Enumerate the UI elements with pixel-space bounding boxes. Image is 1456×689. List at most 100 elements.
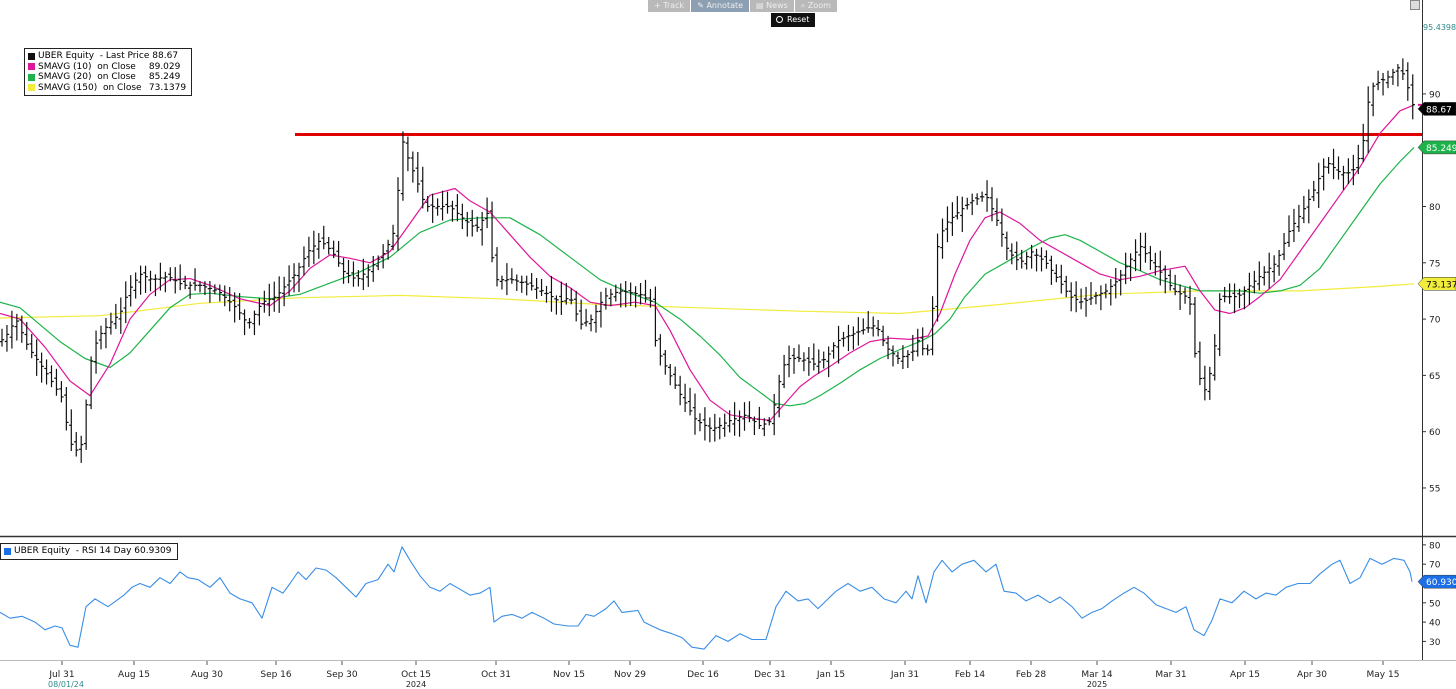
ohlc-bar bbox=[1207, 366, 1212, 400]
panel-corner-button[interactable] bbox=[1410, 0, 1420, 10]
ohlc-bar bbox=[871, 316, 876, 337]
ohlc-bar bbox=[1222, 286, 1227, 303]
ohlc-bar bbox=[366, 264, 371, 287]
ohlc-bar bbox=[767, 417, 772, 426]
ohlc-bar bbox=[1301, 195, 1307, 224]
ohlc-bar bbox=[465, 211, 470, 237]
ohlc-bar bbox=[1262, 266, 1267, 286]
ohlc-bar bbox=[1004, 231, 1010, 261]
legend-name: SMAVG (20) on Close bbox=[38, 72, 136, 82]
rsi-y-tick-label: 50 bbox=[1429, 599, 1441, 609]
ohlc-bar bbox=[1281, 233, 1287, 261]
ohlc-bar bbox=[1380, 72, 1386, 96]
ohlc-bar bbox=[1118, 269, 1123, 296]
legend-value: 89.029 bbox=[146, 61, 181, 72]
ohlc-bar bbox=[682, 383, 688, 413]
x-tick-label: Dec 31 bbox=[754, 670, 786, 680]
ohlc-bar bbox=[400, 131, 406, 201]
ohlc-bar bbox=[979, 191, 985, 202]
price-value-tag-label: 88.67 bbox=[1426, 105, 1452, 115]
ohlc-bar bbox=[405, 136, 411, 172]
ohlc-bar bbox=[653, 286, 658, 347]
ohlc-bar bbox=[380, 244, 386, 269]
ohlc-bars bbox=[0, 58, 1415, 463]
ohlc-bar bbox=[564, 282, 569, 305]
price-value-tag: 85.249 bbox=[1417, 140, 1456, 155]
price-value-tag: 88.67 bbox=[1417, 102, 1456, 116]
ohlc-bar bbox=[420, 166, 425, 209]
toolbar-button-label: News bbox=[766, 1, 788, 10]
ohlc-bar bbox=[1346, 158, 1351, 184]
ohlc-bar bbox=[1390, 68, 1396, 85]
ohlc-bar bbox=[336, 240, 341, 267]
ohlc-bar bbox=[707, 417, 713, 443]
x-tick-label: Mar 14 bbox=[1081, 670, 1113, 680]
legend-entry: SMAVG (20) on Close 85.249 bbox=[28, 72, 186, 83]
legend-name: UBER Equity - Last Price bbox=[38, 51, 150, 61]
ohlc-bar bbox=[1227, 283, 1232, 304]
reset-icon bbox=[776, 16, 783, 23]
ohlc-bar bbox=[4, 325, 10, 352]
ohlc-bar bbox=[831, 342, 836, 359]
ohlc-bar bbox=[1237, 288, 1242, 309]
ohlc-bar bbox=[262, 290, 267, 313]
ohlc-bar bbox=[138, 265, 143, 295]
ohlc-bar bbox=[227, 287, 232, 312]
legend-entry: SMAVG (150) on Close 73.1379 bbox=[28, 83, 186, 94]
toolbar-zoom-button[interactable]: ⌕ Zoom bbox=[794, 0, 837, 12]
ohlc-bar bbox=[603, 287, 609, 310]
toolbar-track-button[interactable]: + Track bbox=[648, 0, 691, 12]
ohlc-bar bbox=[1366, 86, 1371, 154]
reset-button[interactable]: Reset bbox=[771, 13, 816, 27]
legend-entry: UBER Equity - Last Price 88.67 bbox=[28, 51, 186, 62]
ohlc-bar bbox=[1093, 291, 1099, 305]
ohlc-bar bbox=[796, 344, 802, 363]
ohlc-bar bbox=[489, 201, 495, 263]
toolbar-annotate-button[interactable]: ✎ Annotate bbox=[691, 0, 750, 12]
ohlc-bar bbox=[69, 409, 74, 451]
ohlc-bar bbox=[846, 324, 851, 352]
ohlc-bar bbox=[390, 224, 396, 251]
ohlc-bar bbox=[613, 284, 618, 302]
ohlc-bar bbox=[1158, 250, 1163, 286]
ohlc-bar bbox=[772, 393, 777, 436]
ohlc-bar bbox=[1306, 189, 1311, 224]
ohlc-bar bbox=[1044, 250, 1049, 269]
ohlc-bar bbox=[658, 334, 663, 366]
ohlc-bar bbox=[965, 197, 970, 210]
ohlc-bar bbox=[1163, 265, 1168, 294]
ohlc-bar bbox=[524, 275, 529, 296]
ohlc-bar bbox=[1187, 285, 1193, 315]
ohlc-bar bbox=[158, 262, 163, 291]
x-tick-label: Oct 15 bbox=[401, 670, 431, 680]
toolbar-news-button[interactable]: ▤ News bbox=[750, 0, 794, 12]
ohlc-bar bbox=[1069, 282, 1074, 312]
ohlc-bar bbox=[1316, 162, 1321, 208]
x-sublabel: 08/01/24 bbox=[48, 680, 84, 689]
ohlc-bar bbox=[509, 268, 515, 284]
ohlc-bar bbox=[692, 393, 698, 435]
ohlc-bar bbox=[816, 349, 821, 374]
ohlc-bar bbox=[1410, 74, 1415, 120]
ohlc-bar bbox=[286, 265, 292, 296]
ohlc-bar bbox=[1276, 249, 1282, 276]
toolbar-button-label: Annotate bbox=[706, 1, 744, 10]
x-tick-label: Aug 15 bbox=[118, 670, 150, 680]
ohlc-bar bbox=[1361, 123, 1366, 163]
price-y-tick-label: 55 bbox=[1429, 484, 1440, 494]
legend-name: SMAVG (10) on Close bbox=[38, 61, 136, 72]
ohlc-bar bbox=[618, 283, 623, 308]
moving-average-line bbox=[0, 146, 1415, 407]
ohlc-bar bbox=[182, 275, 188, 290]
ohlc-bar bbox=[544, 285, 549, 303]
ohlc-bar bbox=[712, 413, 717, 442]
ohlc-bar bbox=[187, 281, 193, 299]
ohlc-bar bbox=[212, 284, 218, 295]
x-sublabel: 2025 bbox=[1087, 680, 1107, 689]
ohlc-bar bbox=[875, 319, 881, 337]
ohlc-bar bbox=[677, 375, 683, 406]
ohlc-bar bbox=[1168, 269, 1173, 291]
ohlc-bar bbox=[866, 311, 871, 333]
ohlc-bar bbox=[222, 285, 227, 307]
